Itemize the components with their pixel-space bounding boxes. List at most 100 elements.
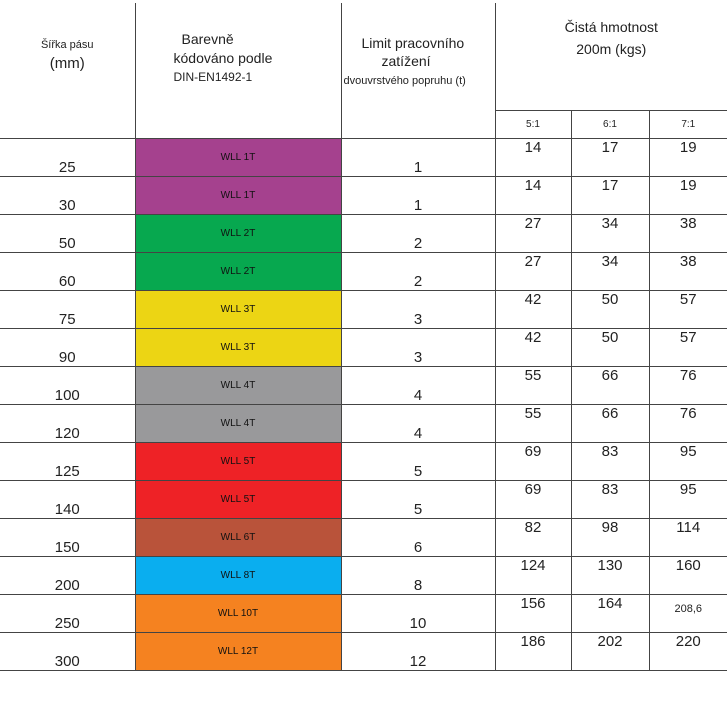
color-code-cell: WLL 10T bbox=[134, 594, 342, 633]
weight-6-1-cell: 34 bbox=[570, 214, 650, 253]
weight-7-1-cell: 19 bbox=[648, 138, 727, 177]
weight-6-1-cell: 83 bbox=[570, 480, 650, 519]
color-code-cell: WLL 5T bbox=[134, 480, 342, 519]
weight-5-1-cell: 42 bbox=[494, 290, 572, 329]
weight-7-1-cell: 95 bbox=[648, 480, 727, 519]
header-width-unit: (mm) bbox=[49, 55, 85, 72]
header-color-line2: kódováno podle bbox=[173, 50, 273, 66]
width-cell: 50 bbox=[0, 214, 136, 253]
table-row: 60 WLL 2T 2 27 34 38 bbox=[0, 252, 727, 291]
color-code-cell: WLL 3T bbox=[134, 328, 342, 367]
header-color-code: Barevně kódováno podle DIN-EN1492-1 bbox=[134, 3, 342, 139]
weight-6-1-cell: 83 bbox=[570, 442, 650, 481]
wll-cell: 1 bbox=[340, 176, 496, 215]
table-row: 140 WLL 5T 5 69 83 95 bbox=[0, 480, 727, 519]
weight-7-1-cell: 114 bbox=[648, 518, 727, 557]
header-wll-line1: Limit pracovního bbox=[361, 35, 465, 51]
width-cell: 100 bbox=[0, 366, 136, 405]
weight-7-1-cell: 38 bbox=[648, 252, 727, 291]
weight-7-1-cell: 220 bbox=[648, 632, 727, 671]
wll-cell: 3 bbox=[340, 290, 496, 329]
weight-5-1-cell: 27 bbox=[494, 214, 572, 253]
weight-5-1-cell: 14 bbox=[494, 138, 572, 177]
table-row: 125 WLL 5T 5 69 83 95 bbox=[0, 442, 727, 481]
weight-7-1-cell: 57 bbox=[648, 328, 727, 367]
weight-6-1-cell: 130 bbox=[570, 556, 650, 595]
table-row: 200 WLL 8T 8 124 130 160 bbox=[0, 556, 727, 595]
table-row: 100 WLL 4T 4 55 66 76 bbox=[0, 366, 727, 405]
table-row: 120 WLL 4T 4 55 66 76 bbox=[0, 404, 727, 443]
header-width: Šířka pásu (mm) bbox=[0, 3, 136, 139]
color-code-cell: WLL 4T bbox=[134, 404, 342, 443]
weight-7-1-cell: 38 bbox=[648, 214, 727, 253]
weight-5-1-cell: 156 bbox=[494, 594, 572, 633]
weight-5-1-cell: 27 bbox=[494, 252, 572, 291]
header-ratio-6-1: 6:1 bbox=[570, 110, 650, 139]
width-cell: 30 bbox=[0, 176, 136, 215]
width-cell: 140 bbox=[0, 480, 136, 519]
weight-5-1-cell: 82 bbox=[494, 518, 572, 557]
header-color-line1: Barevně bbox=[181, 31, 234, 47]
width-cell: 60 bbox=[0, 252, 136, 291]
color-code-cell: WLL 8T bbox=[134, 556, 342, 595]
table-row: 250 WLL 10T 10 156 164 208,6 bbox=[0, 594, 727, 633]
weight-6-1-cell: 17 bbox=[570, 138, 650, 177]
wll-cell: 4 bbox=[340, 366, 496, 405]
weight-6-1-cell: 202 bbox=[570, 632, 650, 671]
sling-spec-table: Šířka pásu (mm) Barevně kódováno podle D… bbox=[0, 3, 727, 671]
width-cell: 120 bbox=[0, 404, 136, 443]
header-width-label: Šířka pásu bbox=[40, 39, 94, 51]
weight-5-1-cell: 69 bbox=[494, 442, 572, 481]
color-code-cell: WLL 6T bbox=[134, 518, 342, 557]
weight-5-1-cell: 69 bbox=[494, 480, 572, 519]
weight-6-1-cell: 34 bbox=[570, 252, 650, 291]
header-net-line1: Čistá hmotnost bbox=[564, 19, 658, 35]
weight-7-1-cell: 76 bbox=[648, 404, 727, 443]
wll-cell: 5 bbox=[340, 480, 496, 519]
table-row: 25 WLL 1T 1 14 17 19 bbox=[0, 138, 727, 177]
weight-7-1-cell: 208,6 bbox=[648, 594, 727, 633]
weight-5-1-cell: 42 bbox=[494, 328, 572, 367]
wll-cell: 2 bbox=[340, 252, 496, 291]
header-net-line2: 200m (kgs) bbox=[576, 41, 647, 57]
color-code-cell: WLL 1T bbox=[134, 138, 342, 177]
color-code-cell: WLL 4T bbox=[134, 366, 342, 405]
weight-5-1-cell: 55 bbox=[494, 404, 572, 443]
table-row: 90 WLL 3T 3 42 50 57 bbox=[0, 328, 727, 367]
weight-6-1-cell: 50 bbox=[570, 328, 650, 367]
weight-6-1-cell: 50 bbox=[570, 290, 650, 329]
wll-cell: 8 bbox=[340, 556, 496, 595]
color-code-cell: WLL 1T bbox=[134, 176, 342, 215]
table-row: 300 WLL 12T 12 186 202 220 bbox=[0, 632, 727, 671]
wll-cell: 4 bbox=[340, 404, 496, 443]
weight-7-1-cell: 76 bbox=[648, 366, 727, 405]
wll-cell: 1 bbox=[340, 138, 496, 177]
weight-7-1-cell: 19 bbox=[648, 176, 727, 215]
weight-5-1-cell: 186 bbox=[494, 632, 572, 671]
header-working-load-limit: Limit pracovního zatížení dvouvrstvého p… bbox=[340, 3, 496, 139]
color-code-cell: WLL 2T bbox=[134, 252, 342, 291]
width-cell: 90 bbox=[0, 328, 136, 367]
width-cell: 125 bbox=[0, 442, 136, 481]
width-cell: 250 bbox=[0, 594, 136, 633]
width-cell: 25 bbox=[0, 138, 136, 177]
width-cell: 300 bbox=[0, 632, 136, 671]
header-color-standard: DIN-EN1492-1 bbox=[173, 70, 253, 84]
table-body: 25 WLL 1T 1 14 17 19 30 WLL 1T 1 14 17 19 50 WLL 2T 2 2… bbox=[0, 138, 727, 671]
weight-5-1-cell: 55 bbox=[494, 366, 572, 405]
width-cell: 150 bbox=[0, 518, 136, 557]
header-wll-line3: dvouvrstvého popruhu (t) bbox=[343, 75, 466, 87]
width-cell: 75 bbox=[0, 290, 136, 329]
weight-7-1-cell: 160 bbox=[648, 556, 727, 595]
header-wll-line2: zatížení bbox=[381, 53, 431, 69]
weight-6-1-cell: 164 bbox=[570, 594, 650, 633]
weight-7-1-cell: 57 bbox=[648, 290, 727, 329]
wll-cell: 6 bbox=[340, 518, 496, 557]
wll-cell: 5 bbox=[340, 442, 496, 481]
weight-5-1-cell: 124 bbox=[494, 556, 572, 595]
wll-cell: 3 bbox=[340, 328, 496, 367]
width-cell: 200 bbox=[0, 556, 136, 595]
header-ratio-7-1: 7:1 bbox=[648, 110, 727, 139]
wll-cell: 2 bbox=[340, 214, 496, 253]
color-code-cell: WLL 12T bbox=[134, 632, 342, 671]
